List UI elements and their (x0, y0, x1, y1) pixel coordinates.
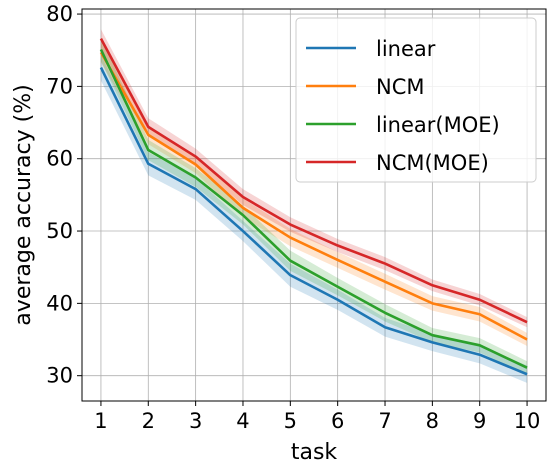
legend-label: linear(MOE) (376, 113, 500, 137)
axis-ticks: 1 2 3 4 5 6 7 8 9 10 30 40 50 60 70 80 (46, 2, 540, 433)
y-tick-label: 30 (46, 364, 73, 388)
y-tick-label: 60 (46, 147, 73, 171)
confidence-band (100, 37, 528, 375)
confidence-band (100, 29, 528, 328)
y-tick-label: 40 (46, 291, 73, 315)
series-lines (99, 38, 528, 376)
x-tick-label: 8 (426, 409, 439, 433)
x-tick-label: 10 (514, 409, 541, 433)
x-tick-label: 4 (236, 409, 249, 433)
series-line (99, 48, 528, 369)
y-tick-label: 80 (46, 2, 73, 26)
legend-label: NCM (376, 75, 425, 99)
y-tick-label: 50 (46, 219, 73, 243)
x-tick-label: 9 (473, 409, 486, 433)
series-line (99, 67, 528, 376)
x-tick-label: 6 (331, 409, 344, 433)
series-line (99, 38, 528, 324)
confidence-band (100, 54, 528, 383)
legend-label: NCM(MOE) (376, 151, 489, 175)
legend: linear NCM linear(MOE) NCM(MOE) (295, 17, 537, 183)
x-tick-label: 7 (378, 409, 391, 433)
y-tick-label: 70 (46, 74, 73, 98)
x-tick-label: 5 (284, 409, 297, 433)
series-line (99, 51, 528, 341)
y-axis-label: average accuracy (%) (11, 84, 36, 325)
legend-box (295, 17, 537, 183)
x-tick-label: 2 (142, 409, 155, 433)
x-tick-label: 3 (189, 409, 202, 433)
x-axis-label: task (291, 440, 338, 465)
legend-label: linear (376, 37, 436, 61)
plot-frame (81, 8, 547, 402)
x-tick-label: 1 (94, 409, 107, 433)
